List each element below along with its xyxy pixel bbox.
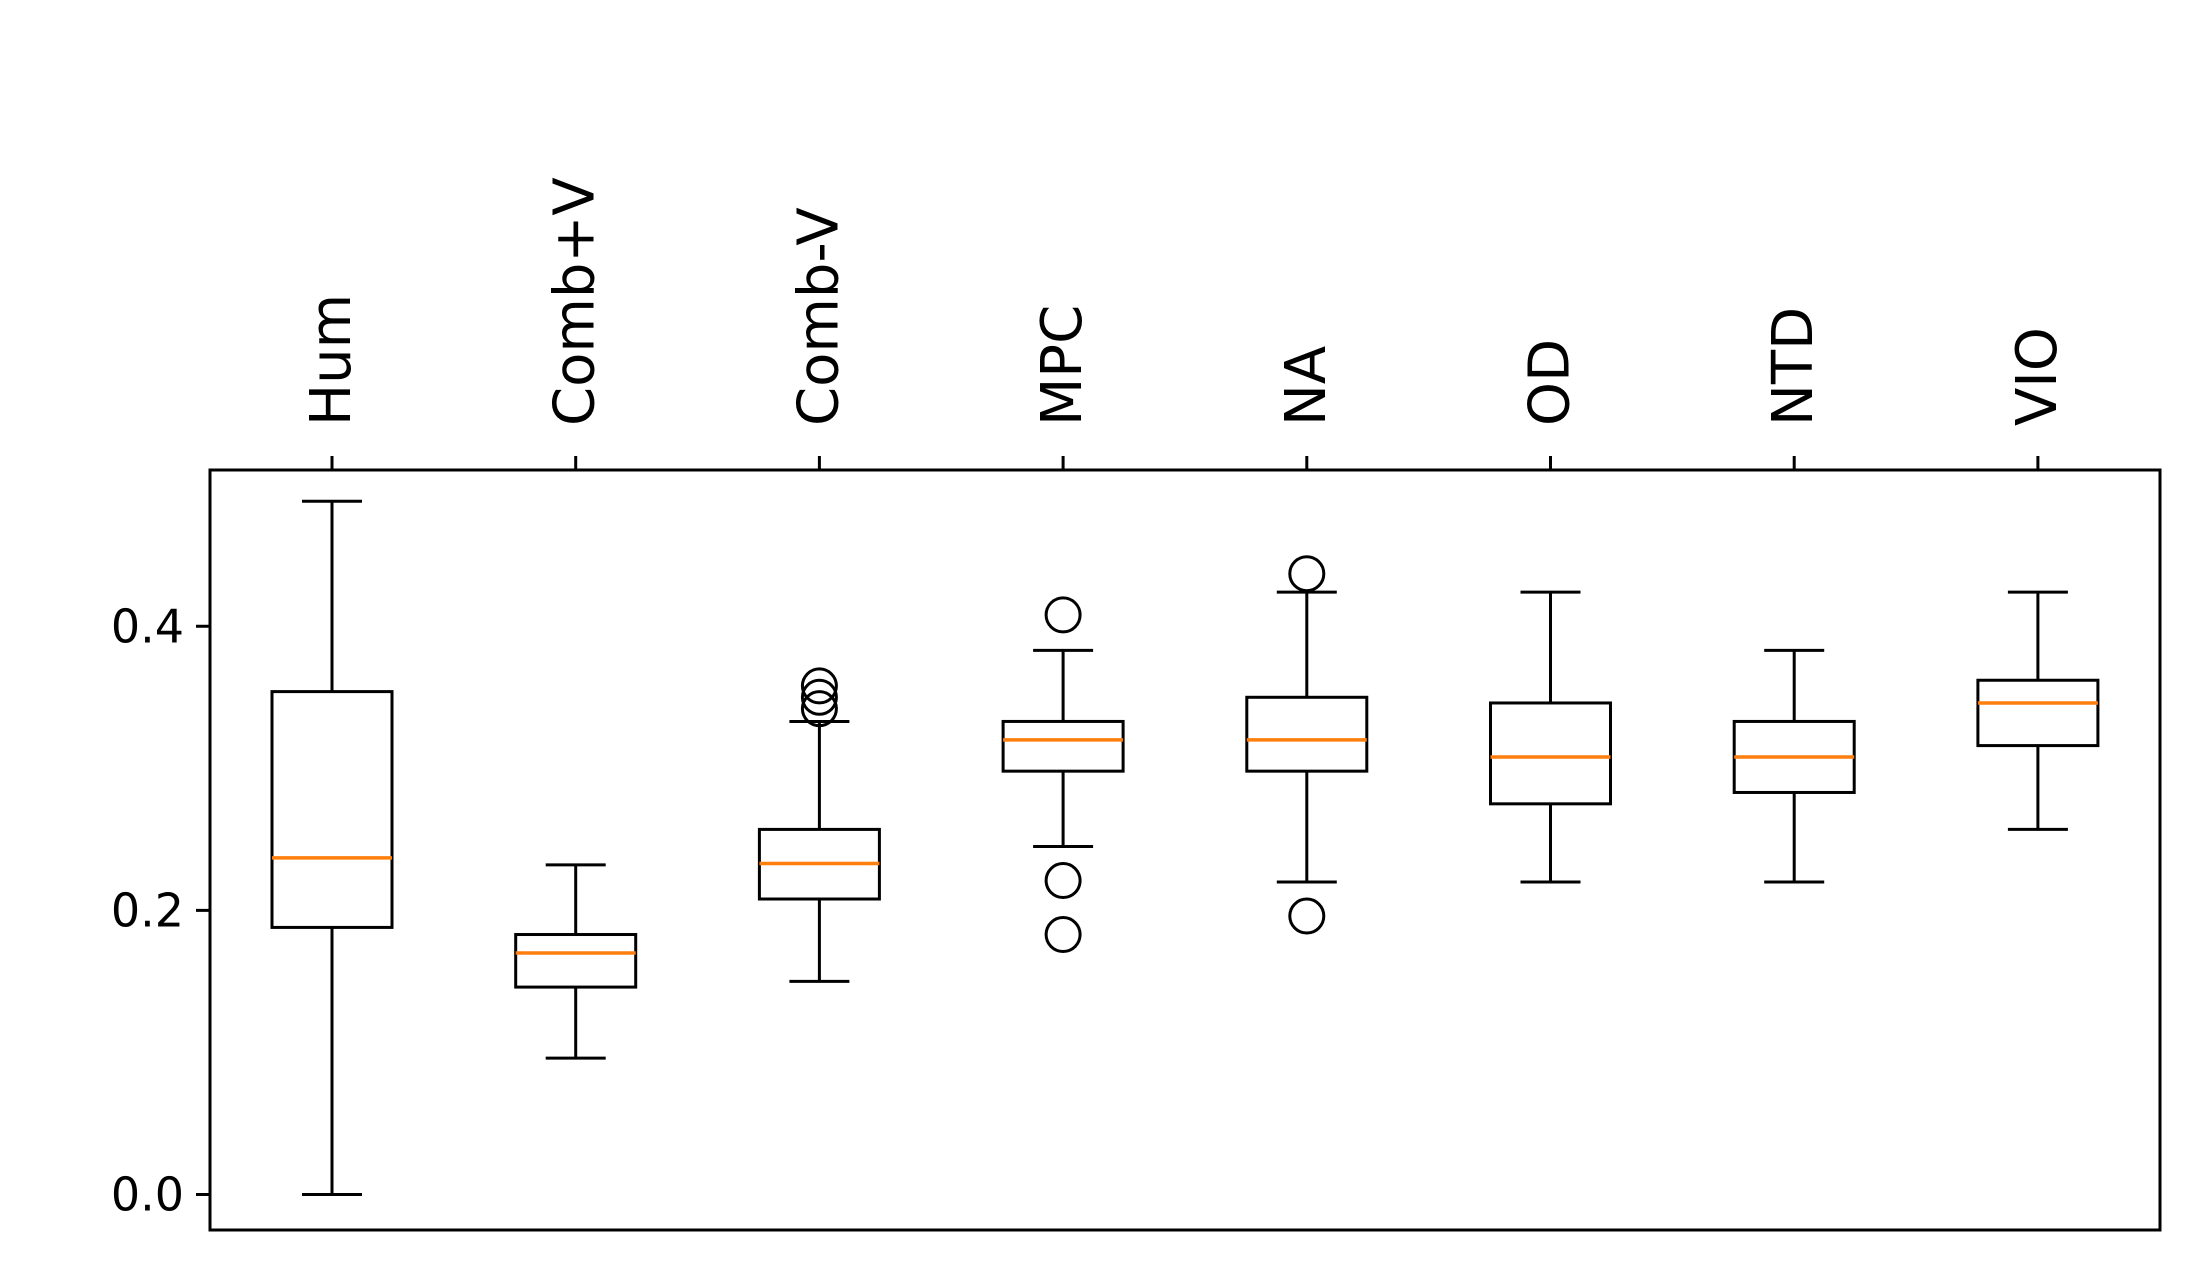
box-group-mpc [1001,596,1125,954]
box-group-comb-v [514,863,638,1060]
x-axis-top: Hum Comb+V Comb-V MPC NA OD NTD VIO [299,177,2070,470]
x-tick-label: OD [1518,339,1583,426]
outlier-point [1288,897,1326,935]
outlier-point [1044,596,1082,634]
outlier-point [800,690,838,728]
iqr-box [1976,678,2100,748]
boxes-layer [270,499,2100,1196]
y-tick-label: 0.0 [111,1167,184,1221]
plot-frame [208,468,2162,1232]
y-tick-label: 0.2 [111,883,184,937]
x-tick-label: Comb+V [543,177,608,426]
iqr-box [1489,701,1612,806]
y-axis: 0.0 0.2 0.4 [111,599,210,1221]
outlier-point [800,678,838,716]
outlier-point [1044,862,1082,900]
box-group-na [1245,555,1369,935]
box-group-comb-v [757,667,881,983]
iqr-box [514,933,638,989]
x-tick-label: Hum [299,294,364,426]
outlier-point [800,667,838,705]
x-tick-label: NTD [1761,307,1826,426]
x-tick-label: MPC [1030,305,1095,426]
x-tick-label: Comb-V [786,207,851,426]
outlier-point [1288,555,1326,593]
box-group-hum [270,499,394,1196]
iqr-box [1001,719,1125,773]
box-group-vio [1976,590,2100,831]
box-group-od [1489,590,1612,884]
box-group-ntd [1732,648,1856,884]
x-tick-label: NA [1274,346,1339,426]
outlier-point [1044,916,1082,954]
iqr-box [1245,695,1369,773]
x-tick-label: VIO [2005,327,2070,426]
y-tick-label: 0.4 [111,599,184,653]
iqr-box [270,690,394,929]
